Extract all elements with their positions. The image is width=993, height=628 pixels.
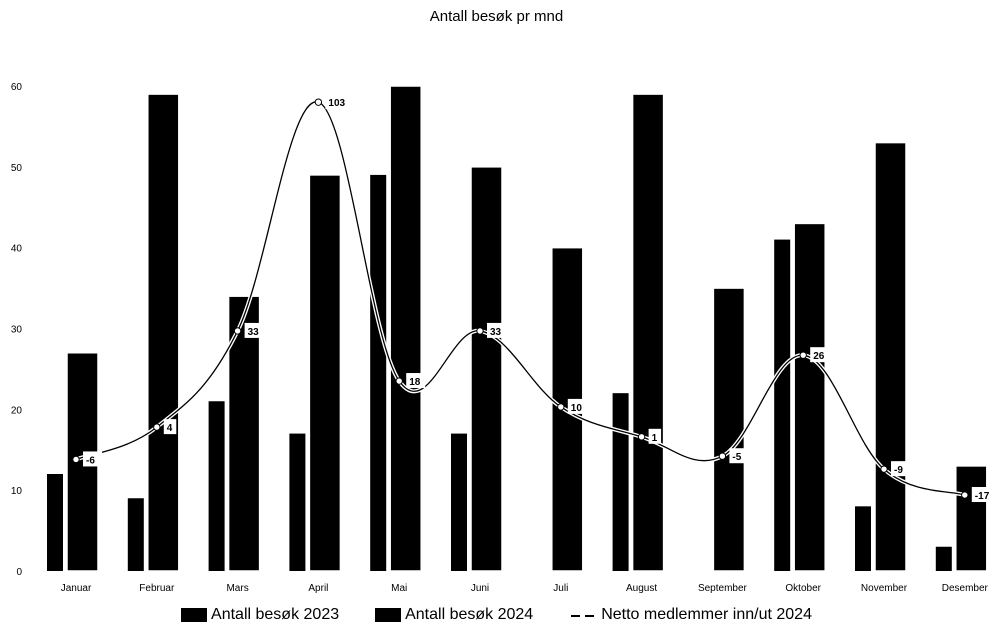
netto-label-bg — [729, 448, 749, 464]
chart-title: Antall besøk pr mnd — [429, 8, 564, 25]
series-2024-bars — [66, 85, 988, 572]
bar-2024 — [308, 174, 342, 572]
y-tick-label: 30 — [11, 325, 23, 336]
netto-point — [476, 327, 484, 335]
y-tick-label: 60 — [11, 82, 23, 93]
bar-2024 — [874, 141, 907, 572]
bar-2024 — [712, 287, 746, 572]
netto-point — [799, 351, 807, 359]
legend-swatch-netto — [569, 608, 597, 622]
netto-data-label: 103 — [328, 98, 345, 109]
bar-2024 — [793, 222, 826, 572]
x-axis-ticks: Januar Februar Mars April Mai Juni Juli August S… — [61, 583, 989, 594]
netto-label-bg — [83, 451, 102, 467]
bar-2023 — [208, 401, 225, 571]
legend-item-netto[interactable]: Netto medlemmer inn/ut 2024 — [569, 606, 812, 624]
bar-2024 — [631, 93, 665, 572]
netto-data-label: 33 — [248, 327, 260, 338]
netto-label-bg — [810, 347, 830, 363]
x-tick-label: Oktober — [785, 583, 821, 594]
legend-item-2024[interactable]: Antall besøk 2024 — [375, 606, 533, 624]
legend-swatch-2023 — [181, 608, 208, 622]
y-tick-label: 0 — [16, 567, 22, 578]
netto-label-bg — [567, 398, 587, 414]
y-tick-label: 20 — [11, 405, 23, 416]
bar-2023 — [451, 433, 467, 571]
x-tick-label: Desember — [942, 583, 989, 594]
x-tick-label: Juli — [553, 583, 568, 594]
y-tick-label: 10 — [11, 486, 23, 497]
bar-2023 — [935, 546, 952, 571]
x-tick-label: Juni — [471, 583, 489, 594]
x-tick-label: Januar — [61, 583, 92, 594]
netto-point — [557, 403, 565, 411]
netto-point — [395, 377, 403, 385]
bar-2023 — [855, 506, 871, 571]
legend-item-2023[interactable]: Antall besøk 2023 — [181, 606, 339, 624]
netto-point — [314, 98, 323, 106]
y-tick-label: 50 — [11, 163, 23, 174]
bar-2023 — [47, 474, 63, 571]
legend-label-2023: Antall besøk 2023 — [211, 606, 340, 623]
netto-point — [233, 327, 242, 335]
netto-point — [961, 491, 969, 499]
netto-data-label: -6 — [86, 455, 95, 466]
x-tick-label: Februar — [139, 583, 175, 594]
netto-point — [718, 452, 727, 460]
x-tick-label: Mars — [226, 583, 248, 594]
x-tick-label: September — [698, 583, 748, 594]
bar-2023 — [774, 239, 791, 572]
legend: Antall besøk 2023 Antall besøk 2024 Nett… — [0, 606, 993, 624]
netto-data-label: -17 — [975, 491, 990, 502]
netto-label-bg — [406, 373, 426, 389]
netto-data-label: 1 — [652, 433, 658, 444]
netto-data-label: 10 — [571, 403, 583, 414]
series-netto-line: -6 4 33 103 18 33 10 1 -5 26 -9 -17 — [72, 94, 993, 503]
netto-label-bg — [163, 419, 177, 435]
netto-data-label: -5 — [732, 452, 741, 463]
netto-label-bg — [487, 322, 506, 338]
bar-2024 — [470, 166, 503, 572]
legend-label-netto: Netto medlemmer inn/ut 2024 — [601, 606, 812, 623]
netto-data-label: 18 — [409, 377, 421, 388]
bar-2023 — [370, 174, 387, 571]
series-2023-bars — [47, 174, 952, 572]
bar-2023 — [612, 393, 629, 571]
netto-point — [153, 423, 161, 431]
legend-label-2024: Antall besøk 2024 — [405, 606, 534, 623]
bar-2023 — [289, 433, 306, 571]
bar-2024 — [147, 93, 180, 572]
y-axis-ticks: 0 10 20 30 40 50 60 — [11, 82, 23, 578]
netto-data-label: 26 — [813, 351, 825, 362]
netto-label-bg — [891, 461, 910, 477]
x-tick-label: April — [308, 583, 328, 594]
netto-data-label: 4 — [167, 423, 173, 434]
x-tick-label: November — [861, 583, 908, 594]
netto-data-label: 33 — [490, 327, 502, 338]
bar-2024 — [955, 465, 988, 572]
netto-point — [637, 433, 646, 441]
x-tick-label: Mai — [391, 583, 407, 594]
y-tick-label: 40 — [11, 244, 23, 255]
netto-point — [72, 455, 80, 464]
bar-2023 — [127, 498, 144, 571]
x-tick-label: August — [626, 583, 657, 594]
netto-label-bg — [971, 487, 993, 503]
netto-label-bg — [325, 94, 351, 110]
netto-point — [880, 465, 888, 473]
legend-swatch-2024 — [375, 608, 402, 622]
netto-data-label: -9 — [894, 465, 903, 476]
netto-label-bg — [648, 428, 662, 444]
bar-2024 — [389, 85, 422, 572]
netto-label-bg — [244, 322, 264, 338]
